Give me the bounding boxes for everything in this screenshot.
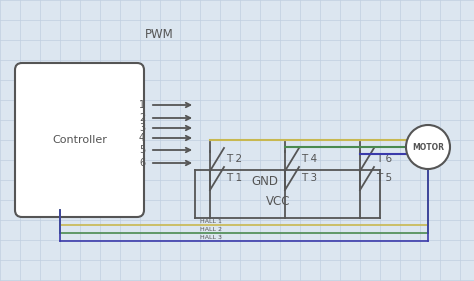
Text: 5: 5 [139,145,145,155]
Text: T 2: T 2 [226,154,242,164]
Circle shape [406,125,450,169]
FancyBboxPatch shape [15,63,144,217]
Text: 3: 3 [139,123,145,133]
Text: PWM: PWM [145,28,174,41]
Text: HALL 3: HALL 3 [200,235,222,240]
Text: 4: 4 [139,133,145,143]
Text: HALL 1: HALL 1 [200,219,222,224]
Text: VCC: VCC [266,195,291,208]
Text: T 6: T 6 [376,154,392,164]
Text: T 3: T 3 [301,173,317,183]
Text: 6: 6 [139,158,145,168]
Text: 2: 2 [139,113,145,123]
Text: Controller: Controller [52,135,107,145]
Text: MOTOR: MOTOR [412,142,444,151]
Text: GND: GND [252,175,279,188]
Text: T 5: T 5 [376,173,392,183]
Text: 1: 1 [139,100,145,110]
Text: T 1: T 1 [226,173,242,183]
Text: T 4: T 4 [301,154,317,164]
Text: HALL 2: HALL 2 [200,227,222,232]
